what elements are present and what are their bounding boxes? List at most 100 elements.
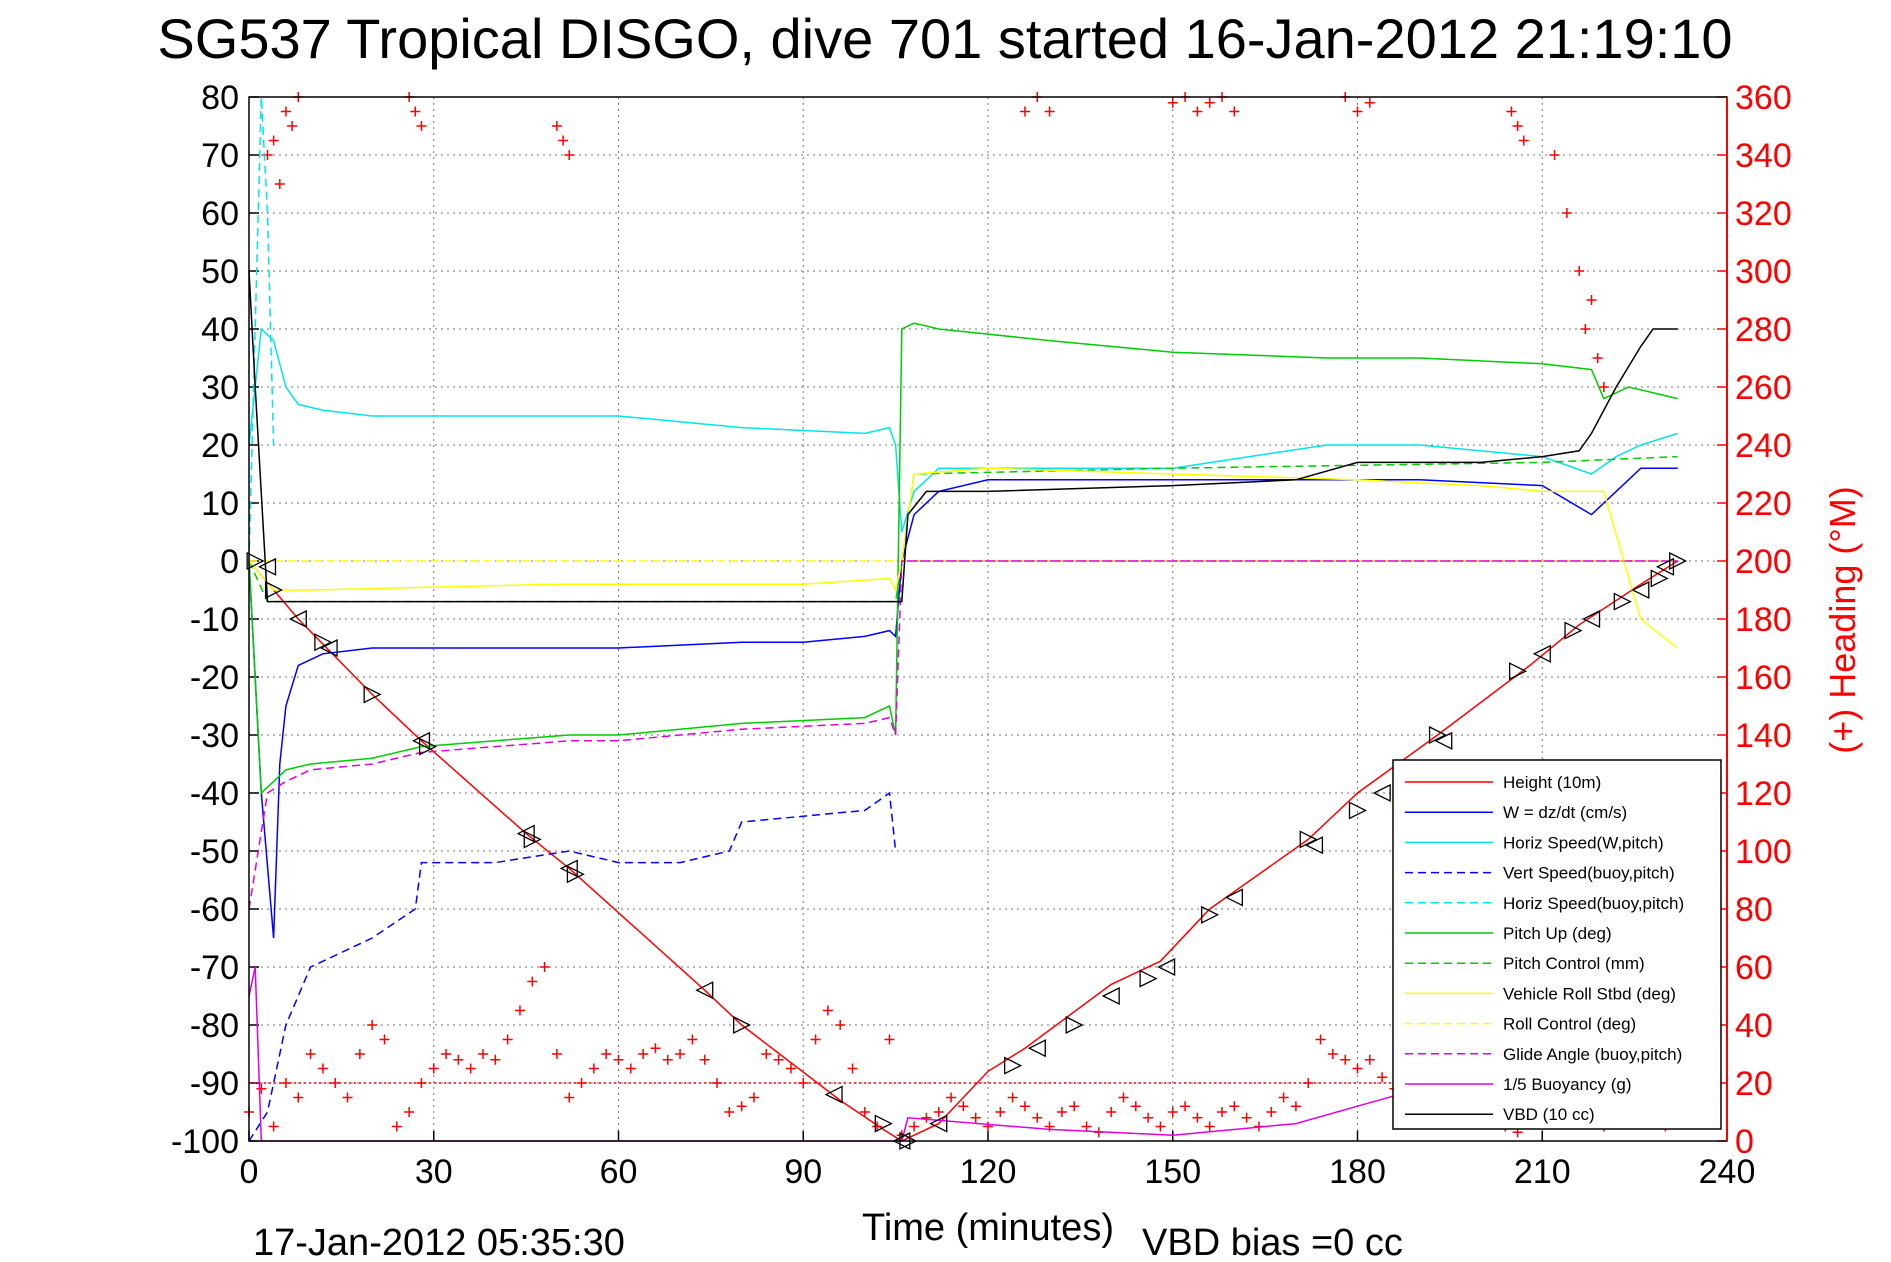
heading-point <box>564 1092 575 1103</box>
tick-label-right: 120 <box>1735 775 1792 813</box>
legend-label: Pitch Up (deg) <box>1503 924 1612 943</box>
heading-point <box>1598 382 1609 392</box>
profile-marker <box>516 824 535 843</box>
series-line <box>248 96 275 562</box>
tick-label-right: 340 <box>1735 137 1792 175</box>
heading-point <box>958 1101 969 1112</box>
heading-point <box>1340 1054 1351 1065</box>
tick-label-right: 140 <box>1735 717 1792 755</box>
heading-point <box>699 1054 710 1065</box>
heading-point <box>785 1063 796 1074</box>
heading-point <box>946 1092 957 1103</box>
heading-point <box>1352 1063 1363 1074</box>
legend-label: Vert Speed(buoy,pitch) <box>1503 864 1675 883</box>
heading-point <box>1580 324 1591 334</box>
tick-label-left: -10 <box>190 601 239 639</box>
profile-marker <box>1631 580 1650 600</box>
tick-label-left: -40 <box>190 775 239 813</box>
heading-point <box>1106 1107 1117 1117</box>
profile-marker <box>411 731 431 750</box>
heading-point <box>1192 1112 1203 1123</box>
series-line <box>248 467 1678 939</box>
tick-label-left: -60 <box>190 891 239 929</box>
tick-label-left: -20 <box>190 659 239 697</box>
profile-marker <box>1101 986 1120 1006</box>
heading-point <box>256 1083 267 1094</box>
heading-point <box>773 1054 784 1065</box>
heading-point <box>822 1005 833 1016</box>
legend-label: Horiz Speed(buoy,pitch) <box>1503 894 1684 913</box>
tick-label-right: 240 <box>1735 427 1792 465</box>
heading-point <box>1327 1049 1338 1059</box>
heading-point <box>761 1049 772 1059</box>
heading-point <box>872 1121 883 1132</box>
heading-point <box>527 976 538 987</box>
profile-marker <box>1299 830 1318 849</box>
tick-label-right: 280 <box>1735 311 1792 349</box>
profile-marker <box>1065 1015 1084 1035</box>
tick-label-x: 0 <box>240 1153 259 1191</box>
heading-point <box>268 1121 279 1132</box>
heading-point <box>625 1063 636 1074</box>
heading-point <box>1352 106 1363 117</box>
tick-label-right: 100 <box>1735 833 1792 871</box>
heading-point <box>502 1034 513 1045</box>
heading-point <box>884 1034 895 1045</box>
profile-marker <box>319 638 338 658</box>
tick-label-right: 360 <box>1735 79 1792 117</box>
chart-title: SG537 Tropical DISGO, dive 701 started 1… <box>157 7 1732 70</box>
heading-point <box>1204 97 1215 108</box>
heading-point <box>305 1049 316 1059</box>
tick-label-right: 80 <box>1735 891 1773 929</box>
tick-label-left: -100 <box>171 1123 239 1161</box>
tick-label-left: -30 <box>190 717 239 755</box>
heading-point <box>1180 1101 1191 1112</box>
heading-point <box>1506 106 1517 117</box>
heading-point <box>1315 1034 1326 1045</box>
right-axis-ticks: 3603403203002802602402202001801601401201… <box>1717 79 1792 1161</box>
heading-point <box>1290 1101 1301 1112</box>
profile-marker <box>418 737 438 756</box>
profile-marker <box>288 609 307 629</box>
heading-point <box>1192 106 1203 117</box>
profile-marker <box>314 633 333 652</box>
heading-point <box>1549 150 1560 160</box>
profile-marker <box>695 981 714 1000</box>
heading-point <box>1217 1107 1228 1117</box>
right-axis-label: (+) Heading (°M) <box>1822 486 1863 753</box>
heading-point <box>330 1078 341 1088</box>
heading-point <box>1007 1092 1018 1103</box>
series-line <box>248 560 1679 1142</box>
heading-point <box>1155 1121 1166 1132</box>
left-axis-ticks: 80 70 60 50 40 30 20 10 0 -10 -20 -30 -40 -50 -60 -70 -8… <box>171 79 259 1161</box>
profile-marker <box>1139 969 1158 988</box>
heading-point <box>293 1092 304 1103</box>
legend: Height (10m) W = dz/dt (cm/s) Horiz Speed(… <box>1392 759 1722 1130</box>
heading-point <box>551 121 562 131</box>
heading-point <box>798 1078 809 1088</box>
heading-point <box>1303 1078 1314 1088</box>
profile-marker <box>874 1114 893 1133</box>
heading-point <box>1143 1112 1154 1123</box>
x-axis-label: Time (minutes) <box>862 1207 1114 1249</box>
profile-marker <box>1532 644 1551 663</box>
heading-point <box>379 1034 390 1045</box>
series-line <box>248 270 1678 603</box>
tick-label-right: 220 <box>1735 485 1792 523</box>
heading-point <box>404 1107 415 1117</box>
legend-label: Horiz Speed(W,pitch) <box>1503 833 1664 852</box>
profile-marker <box>733 1015 752 1035</box>
heading-point <box>1056 1107 1067 1117</box>
heading-point <box>478 1049 489 1059</box>
heading-point <box>1032 1112 1043 1123</box>
profile-marker <box>363 685 382 704</box>
heading-point <box>342 1092 353 1103</box>
profile-marker <box>246 551 265 571</box>
profile-marker <box>1613 592 1632 611</box>
heading-point <box>428 1063 439 1074</box>
legend-label: Vehicle Roll Stbd (deg) <box>1503 984 1676 1003</box>
x-axis-ticks: 0 30 60 90 120 150 180 210 240 <box>240 1131 1755 1191</box>
heading-point <box>564 150 575 160</box>
legend-label: W = dz/dt (cm/s) <box>1503 803 1627 822</box>
